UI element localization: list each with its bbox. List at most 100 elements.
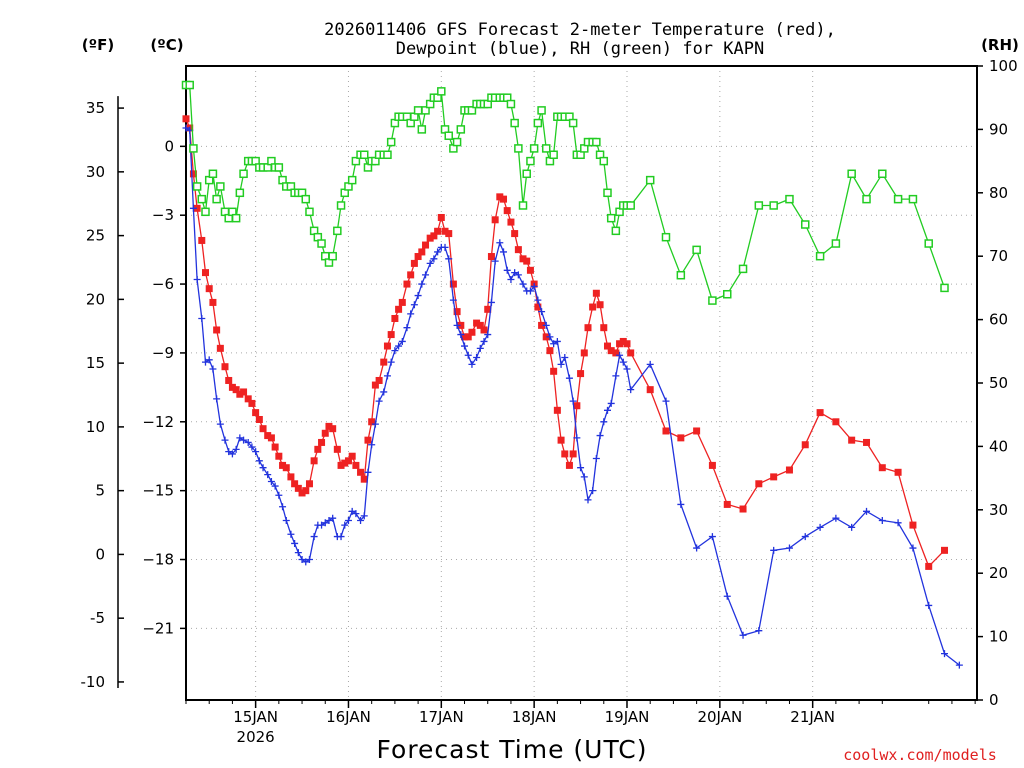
data-point [573, 434, 581, 442]
data-point [216, 182, 225, 191]
data-point [592, 137, 601, 147]
data-point [708, 533, 716, 541]
series-temperature [182, 115, 949, 570]
data-point [537, 106, 546, 115]
data-point [607, 399, 615, 407]
celsius-tick-label: −15 [142, 482, 174, 500]
data-point [596, 301, 604, 309]
rh-tick-label: 60 [989, 311, 1008, 329]
data-point [255, 415, 263, 423]
data-point [549, 150, 558, 160]
data-point [612, 372, 620, 380]
credit-link[interactable]: coolwx.com/models [843, 746, 997, 764]
celsius-tick-label: −18 [142, 551, 174, 569]
data-point [476, 321, 484, 329]
data-point [848, 523, 856, 531]
data-point [375, 376, 383, 384]
data-point [553, 337, 561, 345]
data-point [298, 556, 306, 564]
data-point [467, 106, 477, 115]
data-point [457, 321, 465, 329]
data-point [603, 188, 612, 198]
data-point [676, 270, 686, 280]
data-point [848, 436, 856, 444]
data-point [863, 507, 871, 515]
data-point [894, 519, 902, 527]
data-point [383, 342, 391, 350]
data-point [232, 386, 240, 394]
data-point [893, 194, 903, 204]
data-point [380, 388, 388, 396]
celsius-tick-label: −21 [142, 619, 174, 637]
data-point [325, 422, 333, 430]
data-point [344, 516, 352, 524]
data-point [314, 445, 322, 453]
data-point [305, 556, 313, 564]
series-dewpoint [182, 124, 963, 669]
data-point [271, 443, 279, 451]
x-tick-label: 20JAN [697, 708, 742, 726]
data-point [444, 131, 453, 140]
data-point [468, 360, 476, 368]
data-point [755, 480, 763, 488]
data-point [561, 450, 569, 458]
fahrenheit-tick-label: 0 [95, 545, 105, 563]
data-point [925, 601, 933, 609]
data-point [225, 376, 233, 384]
data-point [739, 505, 747, 513]
data-point [189, 204, 197, 212]
data-point [514, 271, 522, 279]
data-point [410, 259, 418, 267]
data-point [529, 144, 539, 153]
data-point [357, 468, 365, 476]
celsius-unit-label: (ºC) [150, 36, 183, 54]
data-point [909, 544, 917, 552]
data-point [264, 432, 272, 440]
data-point [847, 169, 856, 179]
data-point [282, 516, 290, 524]
data-point [692, 245, 701, 255]
data-point [623, 340, 631, 348]
data-point [476, 344, 484, 352]
data-point [231, 213, 241, 223]
data-point [661, 232, 671, 242]
data-point [940, 283, 949, 293]
data-point [693, 544, 701, 552]
plot-frame [185, 65, 978, 701]
chart-title-line-2: Dewpoint (blue), RH (green) for KAPN [396, 39, 764, 59]
data-point [496, 239, 504, 247]
data-point [287, 530, 295, 538]
data-point [461, 342, 469, 350]
rh-tick-label: 100 [989, 57, 1018, 75]
data-point [464, 333, 472, 341]
data-point [480, 337, 488, 345]
data-point [403, 280, 411, 288]
data-point [255, 457, 263, 465]
data-point [414, 253, 422, 261]
rh-tick-label: 90 [989, 120, 1008, 138]
data-point [198, 236, 206, 244]
data-point [616, 340, 624, 348]
data-point [577, 370, 585, 378]
data-point [310, 533, 318, 541]
data-point [441, 227, 449, 235]
data-point [464, 351, 472, 359]
data-point [584, 496, 592, 504]
fahrenheit-tick-label: 10 [86, 418, 105, 436]
celsius-tick-label: −9 [152, 344, 174, 362]
data-point [500, 195, 508, 203]
data-point [496, 193, 504, 201]
data-point [542, 333, 550, 341]
data-point [364, 436, 372, 444]
data-point [364, 468, 372, 476]
data-point [468, 328, 476, 336]
data-point [815, 251, 825, 261]
fahrenheit-tick-label: -10 [81, 673, 106, 691]
data-point [611, 226, 621, 236]
fahrenheit-tick-label: -5 [90, 609, 105, 627]
data-point [473, 319, 481, 327]
data-point [193, 204, 201, 212]
fahrenheit-tick-label: 15 [86, 354, 105, 372]
data-point [503, 207, 511, 215]
